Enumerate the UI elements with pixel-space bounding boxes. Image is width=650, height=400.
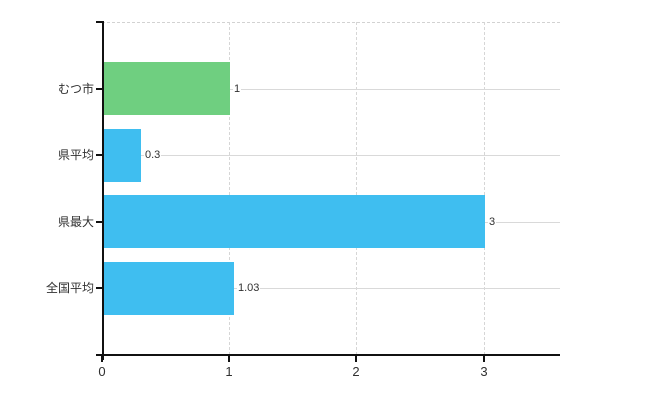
y-axis-tick	[96, 221, 102, 223]
vertical-gridline	[229, 22, 230, 355]
value-label: 1.03	[237, 281, 261, 295]
horizontal-gridline	[102, 288, 560, 289]
y-axis-tick	[96, 88, 102, 90]
bar	[103, 129, 141, 182]
category-label: 県最大	[57, 215, 94, 229]
plot-top-border	[102, 22, 560, 23]
x-axis-tick	[228, 356, 230, 362]
category-label: 全国平均	[45, 281, 94, 295]
x-axis-line	[96, 354, 560, 356]
category-label: 県平均	[57, 148, 94, 162]
bar	[103, 262, 234, 315]
vertical-gridline	[484, 22, 485, 355]
x-axis-tick	[483, 356, 485, 362]
x-tick-label: 2	[352, 364, 360, 379]
category-label: むつ市	[57, 82, 94, 96]
x-axis-tick	[101, 356, 103, 362]
bar	[103, 62, 230, 115]
value-label: 3	[488, 215, 497, 229]
value-label: 0.3	[144, 148, 162, 162]
x-axis-tick	[355, 356, 357, 362]
y-axis-tick	[96, 154, 102, 156]
y-axis-line	[102, 21, 104, 360]
bar	[103, 195, 485, 248]
x-tick-label: 3	[480, 364, 488, 379]
vertical-gridline	[356, 22, 357, 355]
x-tick-label: 0	[98, 364, 106, 379]
value-label: 1	[233, 82, 242, 96]
horizontal-gridline	[102, 155, 560, 156]
y-axis-tick	[96, 287, 102, 289]
x-tick-label: 1	[225, 364, 233, 379]
horizontal-gridline	[102, 89, 560, 90]
y-axis-tick	[96, 21, 102, 23]
